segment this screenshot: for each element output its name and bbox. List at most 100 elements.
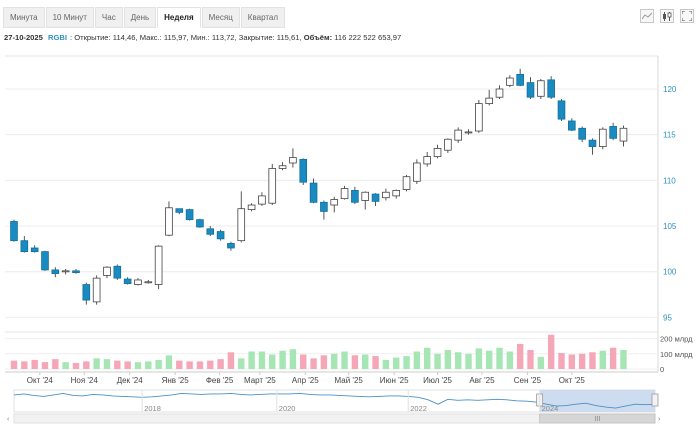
line-chart-icon[interactable] (640, 9, 654, 23)
candle (299, 158, 308, 185)
candle (309, 178, 318, 204)
candle (537, 78, 545, 100)
candle-body (475, 103, 483, 132)
volume-bar (289, 349, 297, 369)
candle-body (206, 228, 215, 235)
tab-timeframe[interactable]: Час (94, 7, 123, 28)
tab-timeframe[interactable]: Неделя (157, 7, 201, 28)
candle (154, 245, 163, 290)
volume-bar (558, 353, 565, 369)
candle-body (526, 82, 535, 98)
info-low-label: Мин.: (190, 33, 210, 42)
volume-bar (465, 353, 472, 369)
candle (185, 208, 194, 221)
x-tick-label: Май '25 (335, 376, 364, 385)
volume-bar (72, 362, 80, 369)
candle (216, 229, 225, 241)
candle (289, 148, 297, 168)
volume-bar (114, 360, 121, 369)
info-ticker[interactable]: RGBI (47, 33, 67, 42)
volume-bar (269, 354, 276, 369)
candle-body (51, 269, 60, 274)
candle-body (227, 243, 235, 249)
candle-body (103, 266, 111, 276)
x-tick-label: Июл '25 (423, 376, 452, 385)
candle (340, 185, 349, 200)
candle-body (413, 162, 421, 182)
volume-bar (83, 361, 90, 369)
candle (175, 208, 184, 215)
candle-body (609, 126, 617, 139)
candle-body (495, 88, 504, 98)
candle (361, 191, 370, 210)
scrollbar[interactable]: ‹ › (7, 413, 661, 424)
tab-timeframe[interactable]: Квартал (240, 7, 286, 28)
candle (619, 125, 628, 147)
timeframe-tabs: Минута 10 Минут Час День Неделя Месяц Квартал (3, 7, 286, 28)
candle-body (537, 80, 545, 97)
candle (123, 277, 132, 285)
volume-bar (341, 351, 348, 369)
candle-body (82, 284, 91, 301)
volume-bar (310, 358, 317, 369)
volume-bar (186, 361, 193, 369)
candle (237, 191, 246, 243)
volume-bar (258, 351, 266, 369)
candle-body (20, 240, 29, 253)
candle-body (423, 156, 431, 165)
fullscreen-icon[interactable] (680, 9, 694, 23)
volume-bar (372, 356, 379, 369)
volume-tick-label: 100 млрд (660, 350, 693, 359)
volume-bar (196, 361, 204, 369)
tab-timeframe[interactable]: Минута (3, 7, 45, 28)
tab-timeframe[interactable]: Месяц (201, 7, 240, 28)
candle (10, 219, 18, 242)
x-tick-label: Апр '25 (292, 376, 319, 385)
candle (609, 122, 617, 141)
scroll-left-icon: ‹ (7, 416, 10, 423)
candle-body (289, 157, 297, 164)
candle-body (464, 131, 473, 134)
candle (103, 266, 111, 279)
volume-bar (475, 348, 483, 369)
navigator-year-label: 2018 (144, 404, 161, 413)
candle (144, 279, 153, 284)
candle-info: 27-10-2025 RGBI: Открытие: 114,46, Макс.… (4, 33, 402, 42)
volume-bar (609, 347, 617, 369)
candle-body (547, 79, 555, 98)
candle (382, 188, 390, 201)
volume-bar (506, 351, 514, 369)
candle-body (516, 73, 524, 86)
volume-bar (227, 352, 235, 369)
candle (227, 241, 235, 251)
volume-bar (300, 354, 307, 369)
navigator[interactable]: 2018 2020 2022 2024 (13, 389, 659, 413)
x-tick-label: Сен '25 (514, 376, 542, 385)
x-tick-label: Янв '25 (162, 376, 190, 385)
price-tick-label: 100 (663, 268, 677, 277)
tab-timeframe[interactable]: 10 Минут (45, 7, 94, 28)
volume-bar (93, 358, 100, 369)
candlestick-chart-icon[interactable] (660, 9, 674, 23)
candle (165, 201, 173, 237)
candle-body (299, 158, 308, 183)
tab-timeframe[interactable]: День (123, 7, 157, 28)
candle-body (330, 199, 339, 206)
candle (268, 163, 277, 206)
candle-body (444, 138, 452, 151)
x-tick-label: Июн '25 (380, 376, 409, 385)
scroll-right-icon: › (658, 416, 661, 423)
volume-tick-label: 200 млрд (660, 335, 693, 344)
navigator-handle[interactable] (651, 393, 659, 407)
candle-body (72, 270, 80, 274)
candle (278, 162, 287, 171)
volume-bar (217, 359, 224, 369)
candle-body (588, 139, 597, 147)
candle (92, 275, 101, 305)
candle (113, 264, 122, 280)
candle (82, 282, 91, 305)
candle (433, 144, 442, 159)
candle (464, 129, 473, 135)
candle-body (371, 193, 380, 202)
